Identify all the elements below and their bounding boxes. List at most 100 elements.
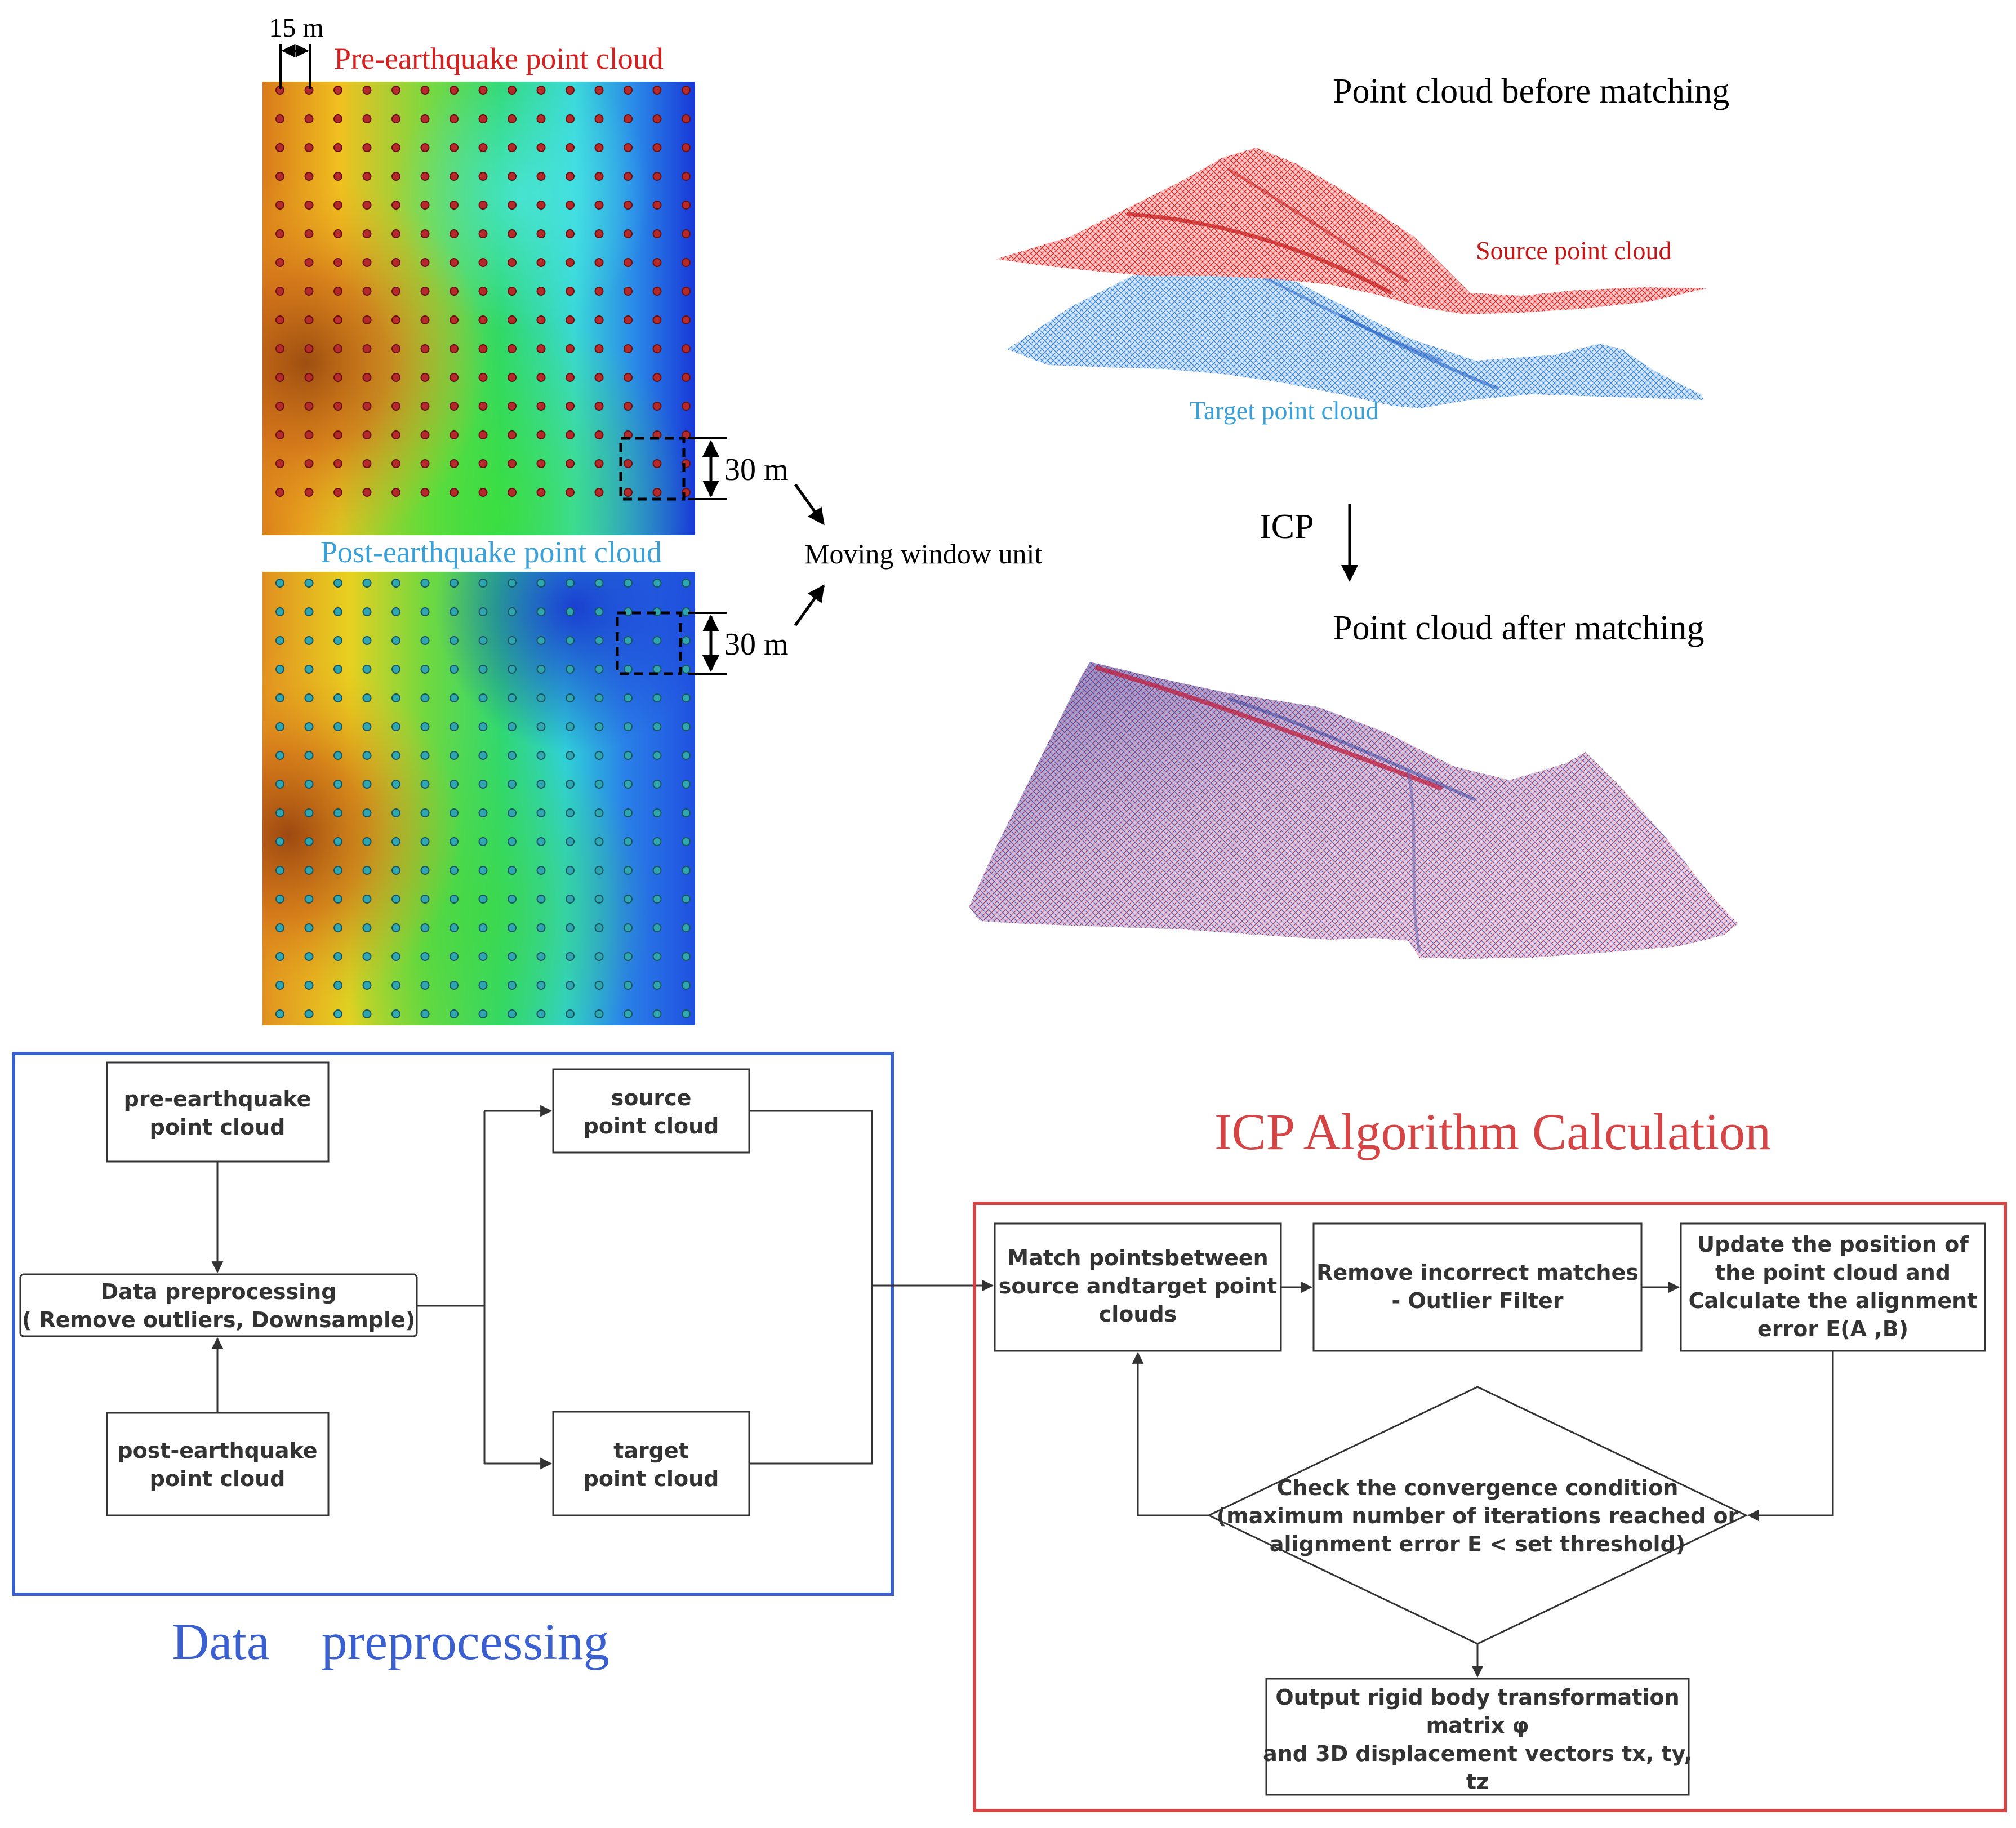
post-sample-point bbox=[362, 837, 372, 846]
post-sample-point bbox=[566, 837, 575, 846]
post-sample-point bbox=[275, 579, 284, 588]
post-sample-point bbox=[594, 780, 604, 789]
post-sample-point bbox=[682, 579, 691, 588]
pre-sample-point bbox=[536, 402, 546, 411]
pre-sample-point bbox=[682, 229, 691, 238]
target-point-cloud bbox=[1007, 248, 1704, 408]
post-sample-point bbox=[450, 808, 459, 817]
pre-sample-point bbox=[391, 373, 400, 382]
post-sample-point bbox=[508, 981, 517, 990]
post-sample-point bbox=[478, 895, 488, 904]
pre-sample-point bbox=[508, 258, 517, 267]
remove-matches-box: Remove incorrect matches - Outlier Filte… bbox=[1312, 1222, 1643, 1352]
post-sample-point bbox=[450, 1009, 459, 1018]
post-sample-point bbox=[682, 665, 691, 674]
pre-sample-point bbox=[478, 143, 488, 152]
pre-sample-point bbox=[275, 258, 284, 267]
pre-sample-point bbox=[652, 229, 662, 238]
pre-sample-point bbox=[682, 114, 691, 123]
pre-sample-point bbox=[566, 459, 575, 468]
post-sample-point bbox=[594, 607, 604, 616]
post-sample-point bbox=[275, 607, 284, 616]
pre-sample-point bbox=[508, 488, 517, 497]
pre-sample-point bbox=[275, 114, 284, 123]
pre-sample-point bbox=[420, 287, 430, 296]
pre-sample-point bbox=[362, 229, 372, 238]
post-sample-point bbox=[333, 607, 342, 616]
pre-sample-point bbox=[566, 114, 575, 123]
post-sample-point bbox=[362, 780, 372, 789]
post-sample-point bbox=[624, 722, 633, 731]
pre-sample-point bbox=[652, 86, 662, 95]
pre-sample-point bbox=[450, 402, 459, 411]
post-sample-point bbox=[333, 693, 342, 702]
post-box-line-2: point cloud bbox=[150, 1466, 286, 1491]
pre-sample-point bbox=[624, 258, 633, 267]
pre-sample-point bbox=[275, 402, 284, 411]
post-sample-point bbox=[652, 952, 662, 961]
post-sample-point bbox=[536, 780, 546, 789]
dp-box-line-2: ( Remove outliers, Downsample) bbox=[22, 1307, 415, 1332]
post-sample-point bbox=[682, 751, 691, 760]
pre-sample-point bbox=[682, 86, 691, 95]
pre-sample-point bbox=[420, 488, 430, 497]
post-sample-point bbox=[566, 751, 575, 760]
pre-sample-point bbox=[304, 114, 314, 123]
target-box-line-1: target bbox=[613, 1438, 689, 1463]
post-sample-point bbox=[391, 607, 400, 616]
pre-sample-point bbox=[333, 258, 342, 267]
pre-sample-point bbox=[391, 229, 400, 238]
pre-sample-point bbox=[450, 86, 459, 95]
pre-sample-point bbox=[478, 201, 488, 210]
icp-frame bbox=[973, 1202, 2007, 1812]
pre-sample-point bbox=[624, 373, 633, 382]
pre-sample-point bbox=[624, 459, 633, 468]
window-label-bottom: 30 m bbox=[724, 627, 789, 662]
pre-sample-point bbox=[594, 430, 604, 439]
pre-sample-point bbox=[624, 344, 633, 353]
pre-sample-point bbox=[391, 488, 400, 497]
post-sample-point bbox=[652, 895, 662, 904]
pre-sample-point bbox=[566, 402, 575, 411]
pre-sample-point bbox=[450, 344, 459, 353]
post-sample-point bbox=[333, 1009, 342, 1018]
post-sample-point bbox=[450, 579, 459, 588]
post-earthquake-box: post-earthquake point cloud bbox=[106, 1412, 330, 1516]
pre-sample-point bbox=[450, 373, 459, 382]
post-sample-point bbox=[536, 837, 546, 846]
post-sample-point bbox=[450, 751, 459, 760]
spacing-label: 15 m bbox=[269, 13, 323, 43]
post-sample-point bbox=[682, 636, 691, 645]
post-sample-point bbox=[478, 751, 488, 760]
pre-sample-point bbox=[652, 114, 662, 123]
post-sample-point bbox=[420, 693, 430, 702]
pre-sample-point bbox=[536, 459, 546, 468]
post-sample-point bbox=[478, 780, 488, 789]
pre-sample-point bbox=[391, 86, 400, 95]
pre-sample-point bbox=[536, 114, 546, 123]
post-sample-point bbox=[391, 722, 400, 731]
post-sample-point bbox=[391, 981, 400, 990]
pre-sample-point bbox=[508, 373, 517, 382]
icp-connectors bbox=[1132, 1281, 1834, 1678]
post-box-line-1: post-earthquake bbox=[117, 1438, 317, 1463]
post-sample-point bbox=[566, 693, 575, 702]
post-sample-point bbox=[391, 693, 400, 702]
pre-sample-point bbox=[594, 201, 604, 210]
post-sample-point bbox=[333, 981, 342, 990]
post-sample-point bbox=[624, 895, 633, 904]
pre-sample-point bbox=[420, 315, 430, 324]
pre-sample-point bbox=[508, 344, 517, 353]
pre-sample-point bbox=[333, 315, 342, 324]
post-sample-point bbox=[304, 866, 314, 875]
pre-sample-point bbox=[275, 344, 284, 353]
match-box-line-2: source andtarget point bbox=[999, 1274, 1277, 1298]
post-sample-point bbox=[450, 693, 459, 702]
pre-sample-point bbox=[594, 172, 604, 181]
pre-sample-point bbox=[682, 402, 691, 411]
post-sample-point bbox=[333, 665, 342, 674]
pre-sample-point bbox=[304, 229, 314, 238]
pre-sample-point bbox=[275, 229, 284, 238]
post-sample-point bbox=[420, 607, 430, 616]
post-sample-point bbox=[362, 866, 372, 875]
